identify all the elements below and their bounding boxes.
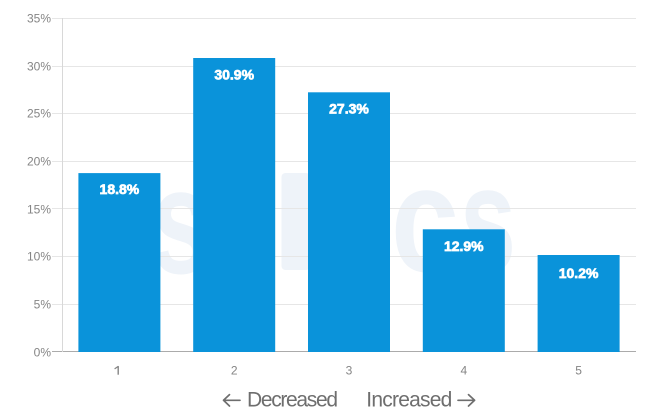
svg-text:35%: 35% <box>27 12 51 26</box>
svg-text:27.3%: 27.3% <box>329 101 369 117</box>
svg-text:3: 3 <box>346 364 353 378</box>
svg-text:0%: 0% <box>34 346 52 360</box>
svg-text:12.9%: 12.9% <box>444 238 484 254</box>
svg-text:5: 5 <box>575 364 582 378</box>
svg-text:Increased: Increased <box>366 388 452 411</box>
svg-text:30.9%: 30.9% <box>214 67 254 83</box>
svg-text:2: 2 <box>231 364 238 378</box>
svg-text:4: 4 <box>460 364 467 378</box>
svg-text:5%: 5% <box>34 298 52 312</box>
svg-text:10%: 10% <box>27 250 51 264</box>
svg-text:30%: 30% <box>27 60 51 74</box>
svg-text:10.2%: 10.2% <box>559 265 599 281</box>
svg-text:20%: 20% <box>27 155 51 169</box>
svg-text:15%: 15% <box>27 203 51 217</box>
svg-text:18.8%: 18.8% <box>100 181 140 197</box>
svg-text:25%: 25% <box>27 107 51 121</box>
svg-text:Decreased: Decreased <box>247 388 338 411</box>
